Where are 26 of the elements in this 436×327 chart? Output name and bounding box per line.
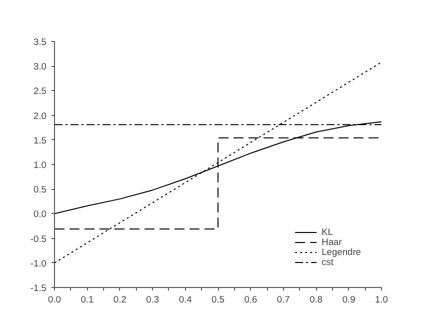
x-tick-label: 0.0	[48, 294, 61, 304]
y-tick-label: 2.0	[34, 110, 46, 121]
x-tick-label: 0.4	[178, 294, 192, 304]
x-tick-label: 0.2	[113, 294, 126, 304]
y-tick-label: 2.5	[34, 86, 46, 96]
legend-label: Haar	[322, 237, 342, 247]
x-tick-label: 0.7	[276, 294, 290, 304]
x-tick-label: 0.1	[80, 294, 94, 304]
y-tick-label: -1.0	[30, 258, 47, 268]
legend-label: Legendre	[322, 247, 361, 257]
y-tick-label: -1.5	[30, 283, 47, 293]
legend-label: KL	[322, 227, 334, 237]
y-tick-label: 1.0	[34, 160, 46, 170]
x-tick-label: 0.9	[342, 294, 356, 304]
y-tick-label: 1.5	[34, 135, 46, 146]
legend-label: cst	[322, 257, 334, 267]
y-tick-label: -0.5	[30, 234, 47, 244]
x-tick-label: 1.0	[375, 294, 388, 304]
y-tick-label: 3.5	[34, 37, 46, 47]
y-tick-label: 3.0	[34, 62, 46, 72]
y-tick-label: 0.5	[34, 184, 46, 195]
x-tick-label: 0.5	[212, 294, 224, 304]
x-tick-label: 0.8	[310, 294, 323, 304]
x-tick-label: 0.3	[146, 294, 160, 304]
y-tick-label: 0.0	[34, 209, 46, 220]
x-tick-label: 0.6	[244, 294, 258, 304]
